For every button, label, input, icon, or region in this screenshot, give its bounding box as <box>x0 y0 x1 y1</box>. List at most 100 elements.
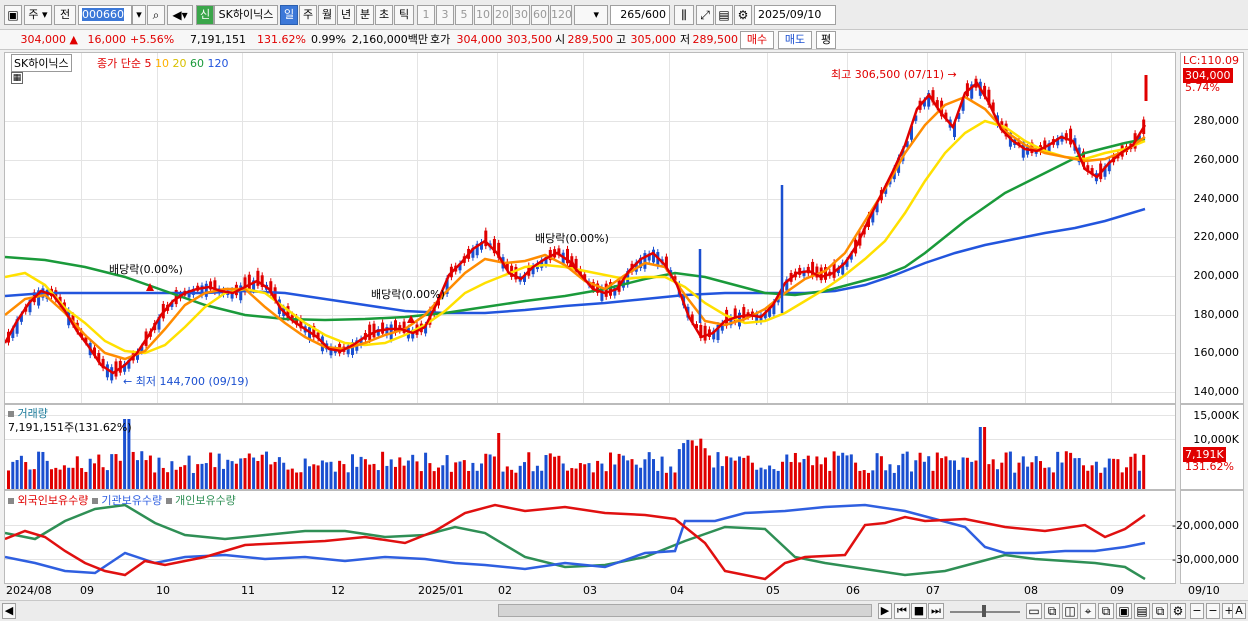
grid-toggle-icon[interactable]: ▦ <box>11 72 23 84</box>
minute-option-30[interactable]: 30 <box>512 5 530 25</box>
compare-icon[interactable]: ⧉ <box>1098 603 1114 619</box>
last-change-tag: 5.74% <box>1185 81 1220 94</box>
layout-icon[interactable]: ▭ <box>1026 603 1042 619</box>
prev-select[interactable]: 전 <box>54 5 76 25</box>
grid-line <box>5 315 1175 316</box>
count-input[interactable]: 265/600 <box>610 5 670 25</box>
copy-icon[interactable]: ⧉ <box>1044 603 1060 619</box>
candle-body <box>905 141 909 147</box>
speaker-icon[interactable]: ◀▾ <box>167 5 193 25</box>
stock-name-field[interactable]: SK하이닉스 <box>214 5 278 25</box>
volume-bar <box>531 471 535 489</box>
x-label: 2024/08 <box>6 584 52 597</box>
crosshair-icon[interactable]: ⌖ <box>1080 603 1096 619</box>
zoom-slider-handle[interactable] <box>982 605 986 617</box>
volume-bar <box>712 467 716 489</box>
fast-forward-icon[interactable]: ⏭ <box>928 603 944 619</box>
holdings-legend[interactable]: 외국인보유수량 기관보유수량 개인보유수량 <box>8 492 236 508</box>
candle-body <box>1004 123 1008 137</box>
eval-button[interactable]: 평 <box>816 31 836 49</box>
period-second-tab[interactable]: 초 <box>375 5 393 25</box>
volume-y-axis[interactable]: 15,000K 10,000K 7,191K 131.62% <box>1180 404 1244 490</box>
holdings-pane[interactable]: 외국인보유수량 기관보유수량 개인보유수량 <box>4 490 1176 584</box>
open-price: 289,500 <box>567 33 614 46</box>
volume-bar <box>626 460 630 489</box>
minute-option-1[interactable]: 1 <box>417 5 435 25</box>
custom-period-select[interactable]: ▾ <box>574 5 608 25</box>
period-year-tab[interactable]: 년 <box>337 5 355 25</box>
settings-icon[interactable]: ⚙ <box>1170 603 1186 619</box>
price-y-axis[interactable]: LC:110.09 304,000 5.74% 280,000 260,000 … <box>1180 52 1244 404</box>
volume-bar <box>454 462 458 489</box>
volume-bar <box>153 472 157 489</box>
date-input[interactable]: 2025/09/10 <box>754 5 836 25</box>
volume-bar <box>664 472 668 489</box>
volume-title[interactable]: 거래량 <box>8 405 48 421</box>
volume-bar <box>905 451 909 489</box>
volume-bar <box>854 462 858 489</box>
search-icon[interactable]: ⌕ <box>147 5 165 25</box>
stock-code-input[interactable]: 000660 <box>78 5 132 25</box>
x-label: 12 <box>331 584 345 597</box>
dividend-marker <box>407 315 415 323</box>
stop-icon[interactable]: ■ <box>911 603 927 619</box>
y-label-140000: 140,000 <box>1193 385 1240 398</box>
volume-bar <box>587 463 591 489</box>
legend-ma120: 120 <box>207 57 229 70</box>
period-minute-tab[interactable]: 분 <box>356 5 374 25</box>
volume-pane[interactable]: 거래량 7,191,151주(131.62%) <box>4 404 1176 490</box>
window-icon[interactable]: ▣ <box>4 5 22 25</box>
period-month-tab[interactable]: 월 <box>318 5 336 25</box>
minus-icon[interactable]: − <box>1206 603 1220 619</box>
buy-button[interactable]: 매수 <box>740 31 774 49</box>
period-day-tab[interactable]: 일 <box>280 5 298 25</box>
volume-bar <box>922 461 926 489</box>
volume-bar <box>634 464 638 489</box>
legend-stock-name[interactable]: SK하이닉스 <box>11 54 72 72</box>
volume-bar <box>798 462 802 489</box>
candle-body <box>970 84 974 99</box>
minute-option-5[interactable]: 5 <box>455 5 473 25</box>
volume-bar <box>488 454 492 489</box>
period-tick-tab[interactable]: 틱 <box>394 5 414 25</box>
minute-option-60[interactable]: 60 <box>531 5 549 25</box>
volume-bar <box>462 460 466 489</box>
scroll-thumb[interactable] <box>498 604 872 617</box>
code-dropdown-icon[interactable]: ▾ <box>132 5 146 25</box>
gear-icon[interactable]: ⚙ <box>734 5 752 25</box>
font-size-icon[interactable]: A <box>1232 603 1246 619</box>
period-week-tab[interactable]: 주 <box>299 5 317 25</box>
volume-bar <box>673 472 677 489</box>
split-icon[interactable]: ◫ <box>1062 603 1078 619</box>
volume-bar <box>200 463 204 489</box>
rewind-icon[interactable]: ⏮ <box>894 603 910 619</box>
tile-icon[interactable]: ▤ <box>1134 603 1150 619</box>
market-select[interactable]: 주 ▾ <box>24 5 52 25</box>
scroll-left-icon[interactable]: ◀ <box>2 603 16 619</box>
candle-body <box>1026 146 1030 155</box>
volume-bar <box>957 469 961 489</box>
scroll-right-icon[interactable]: ▶ <box>878 603 892 619</box>
holdings-y-axis[interactable]: -20,000,000 -30,000,000 <box>1172 490 1244 584</box>
window-copy-icon[interactable]: ⧉ <box>1152 603 1168 619</box>
volume-bar <box>707 455 711 489</box>
price-pane[interactable]: SK하이닉스 종가 단순 5 10 20 60 120 ▦ 최고 306,500… <box>4 52 1176 404</box>
minute-option-20[interactable]: 20 <box>493 5 511 25</box>
volume-bar <box>84 471 88 489</box>
turnover-rate: 0.99% <box>311 33 346 46</box>
minute-option-120[interactable]: 120 <box>550 5 572 25</box>
minute-option-10[interactable]: 10 <box>474 5 492 25</box>
sell-button[interactable]: 매도 <box>778 31 812 49</box>
candle-type-icon[interactable]: ⫼ <box>674 5 694 25</box>
grid-line <box>5 439 1175 440</box>
indicator-icon[interactable]: ▤ <box>715 5 733 25</box>
volume-bar <box>849 454 853 489</box>
minute-option-3[interactable]: 3 <box>436 5 454 25</box>
draw-tool-icon[interactable]: ⤢ <box>696 5 714 25</box>
vol-label-10000k: 10,000K <box>1193 433 1239 446</box>
volume-bar <box>716 452 720 489</box>
zoom-out-icon[interactable]: − <box>1190 603 1204 619</box>
frame-icon[interactable]: ▣ <box>1116 603 1132 619</box>
volume-bar <box>449 471 453 489</box>
volume-bar <box>351 454 354 489</box>
